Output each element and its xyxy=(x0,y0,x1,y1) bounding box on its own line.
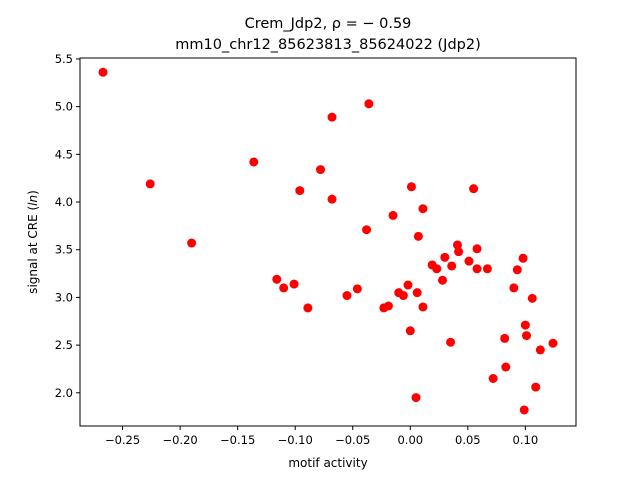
x-tick-label: −0.15 xyxy=(220,433,255,447)
y-tick-label: 2.5 xyxy=(55,338,73,352)
y-axis-ticks: 2.0 2.5 3.0 3.5 4.0 4.5 5.0 5.5 xyxy=(55,52,80,400)
data-point xyxy=(403,280,413,290)
x-tick-label: −0.05 xyxy=(335,433,370,447)
data-point xyxy=(440,252,450,262)
data-point xyxy=(531,382,541,392)
data-point xyxy=(342,291,352,301)
data-point xyxy=(249,157,259,167)
data-point xyxy=(272,274,282,284)
x-axis-ticks: −0.25 −0.20 −0.15 −0.10 −0.05 0.00 0.05 0.10 xyxy=(105,426,538,447)
data-point xyxy=(447,261,457,271)
x-tick-label: 0.05 xyxy=(455,433,481,447)
data-point xyxy=(327,194,337,204)
x-tick-label: −0.20 xyxy=(162,433,197,447)
data-point xyxy=(398,291,408,301)
data-point xyxy=(279,283,289,293)
data-point xyxy=(509,283,519,293)
data-point xyxy=(452,240,462,250)
data-point xyxy=(413,231,423,241)
x-tick-label: 0.10 xyxy=(513,433,539,447)
data-point xyxy=(469,184,479,194)
data-point xyxy=(527,293,537,303)
data-point xyxy=(98,67,108,77)
data-point xyxy=(500,333,510,343)
data-point xyxy=(316,165,326,175)
y-tick-label: 4.0 xyxy=(55,195,73,209)
data-point xyxy=(522,331,532,341)
data-point xyxy=(472,264,482,274)
y-axis-label-prefix: signal at CRE ( xyxy=(26,206,40,294)
plot-frame xyxy=(79,57,577,427)
y-tick-label: 5.0 xyxy=(55,100,73,114)
y-axis-label-suffix: ) xyxy=(26,190,40,195)
data-point xyxy=(418,204,428,214)
y-tick-label: 3.5 xyxy=(55,243,73,257)
data-point xyxy=(518,253,528,263)
y-tick-label: 4.5 xyxy=(55,147,73,161)
chart-title-line1: Crem_Jdp2, ρ = − 0.59 xyxy=(245,16,412,32)
data-point xyxy=(187,238,197,248)
data-point xyxy=(362,225,372,235)
data-point xyxy=(438,275,448,285)
x-tick-label: −0.25 xyxy=(105,433,140,447)
chart-title-line2: mm10_chr12_85623813_85624022 (Jdp2) xyxy=(175,37,480,53)
data-point xyxy=(289,279,299,289)
data-point xyxy=(412,288,422,298)
data-point xyxy=(482,264,492,274)
x-tick-label: −0.10 xyxy=(278,433,313,447)
data-point xyxy=(501,362,511,372)
data-point xyxy=(327,112,337,122)
data-points xyxy=(98,67,558,415)
y-tick-label: 3.0 xyxy=(55,290,73,304)
data-point xyxy=(548,338,558,348)
data-point xyxy=(488,373,498,383)
data-point xyxy=(512,265,522,275)
data-point xyxy=(519,405,529,415)
data-point xyxy=(418,302,428,312)
data-point xyxy=(405,326,415,336)
y-tick-label: 5.5 xyxy=(55,52,73,66)
data-point xyxy=(406,182,416,192)
y-axis-label: signal at CRE (ln) xyxy=(26,190,40,294)
y-tick-label: 2.0 xyxy=(55,386,73,400)
data-point xyxy=(383,301,393,311)
data-point xyxy=(352,284,362,294)
data-point xyxy=(535,345,545,355)
data-point xyxy=(520,320,530,330)
data-point xyxy=(472,244,482,254)
x-tick-label: 0.00 xyxy=(397,433,423,447)
data-point xyxy=(388,210,398,220)
x-axis-label: motif activity xyxy=(288,456,367,470)
data-point xyxy=(145,179,155,189)
data-point xyxy=(303,303,313,313)
data-point xyxy=(464,256,474,266)
data-point xyxy=(446,337,456,347)
data-point xyxy=(411,393,421,403)
data-point xyxy=(454,247,464,257)
data-point xyxy=(364,99,374,109)
data-point xyxy=(295,186,305,196)
y-axis-label-italic: ln xyxy=(26,195,40,206)
data-point xyxy=(432,264,442,274)
